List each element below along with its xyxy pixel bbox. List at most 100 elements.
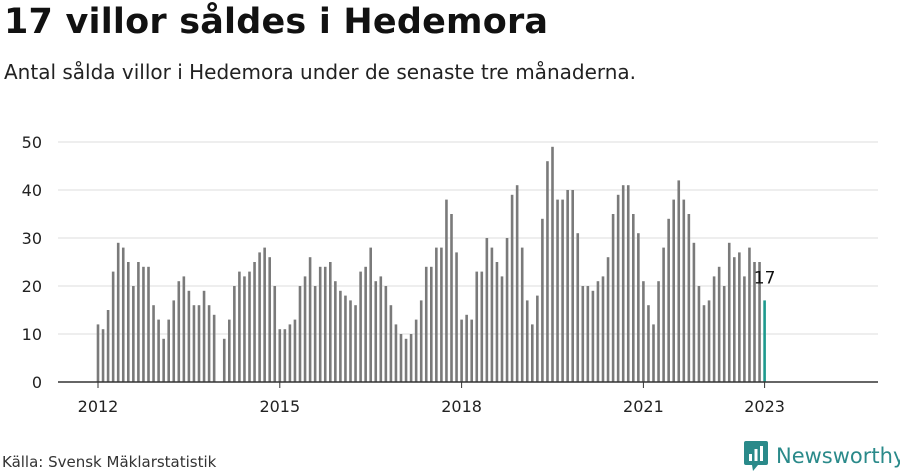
y-tick-label: 20 xyxy=(22,277,42,296)
bar xyxy=(753,262,756,382)
bar xyxy=(329,262,332,382)
bar xyxy=(253,262,256,382)
bar xyxy=(414,319,418,382)
bar xyxy=(207,305,211,382)
bar xyxy=(364,266,367,382)
y-tick-label: 10 xyxy=(22,325,42,344)
bar xyxy=(515,185,519,382)
bar xyxy=(525,300,529,382)
bar xyxy=(354,305,357,382)
bar xyxy=(611,214,615,382)
data-label-latest: 17 xyxy=(754,268,776,288)
bar xyxy=(157,319,160,382)
bar xyxy=(717,266,721,382)
bar xyxy=(238,271,241,382)
bar xyxy=(162,338,165,382)
bar xyxy=(495,262,499,382)
bar xyxy=(303,276,307,382)
bar xyxy=(440,247,443,382)
bar xyxy=(404,338,408,382)
bar xyxy=(228,319,231,382)
bar xyxy=(541,218,544,382)
bar xyxy=(394,324,398,382)
bar xyxy=(147,266,150,382)
bar xyxy=(313,286,317,382)
bar xyxy=(137,262,140,382)
bar xyxy=(359,271,362,382)
bar xyxy=(121,247,125,382)
bar xyxy=(616,194,620,382)
bar xyxy=(263,247,266,382)
bar xyxy=(278,329,282,382)
bar xyxy=(127,262,130,382)
y-tick-label: 40 xyxy=(22,181,42,200)
bar xyxy=(258,252,261,382)
bar xyxy=(212,314,216,382)
bar xyxy=(384,286,388,382)
bar xyxy=(667,218,670,382)
brand-name: Newsworthy xyxy=(776,444,900,468)
bar xyxy=(758,262,761,382)
bar xyxy=(106,310,110,382)
bar-highlight xyxy=(763,300,766,382)
y-tick-label: 30 xyxy=(22,229,42,248)
bar xyxy=(399,334,403,382)
bar xyxy=(344,295,347,382)
bar xyxy=(677,180,681,382)
bar xyxy=(727,242,731,382)
bar xyxy=(132,286,135,382)
source-note: Källa: Svensk Mäklarstatistik xyxy=(2,453,217,471)
bar xyxy=(409,334,413,382)
bar xyxy=(697,286,701,382)
bar xyxy=(606,257,610,382)
bar xyxy=(626,185,630,382)
bar xyxy=(339,290,342,382)
bar xyxy=(520,247,524,382)
bar xyxy=(475,271,479,382)
bar xyxy=(505,238,509,382)
bar xyxy=(233,286,236,382)
bar xyxy=(465,314,468,382)
bar xyxy=(596,281,600,382)
bar xyxy=(657,281,660,382)
bar xyxy=(167,319,170,382)
bar xyxy=(712,276,716,382)
bar xyxy=(389,305,393,382)
bar xyxy=(318,266,322,382)
bar xyxy=(536,295,539,382)
bar xyxy=(197,305,201,382)
bar xyxy=(369,247,372,382)
y-tick-label: 50 xyxy=(22,133,42,152)
bar xyxy=(142,266,145,382)
bar xyxy=(101,329,105,382)
bar xyxy=(435,247,438,382)
bar xyxy=(177,281,181,382)
bar xyxy=(571,190,574,382)
x-tick-label: 2012 xyxy=(78,397,119,416)
bar xyxy=(561,199,564,382)
bar xyxy=(531,324,534,382)
bar xyxy=(490,247,494,382)
bar xyxy=(268,257,271,382)
bar xyxy=(96,324,100,382)
bar xyxy=(379,276,383,382)
bar xyxy=(283,329,287,382)
bar xyxy=(551,146,554,382)
bar xyxy=(445,199,448,382)
bar xyxy=(374,281,378,382)
bar xyxy=(672,199,675,382)
x-tick-label: 2015 xyxy=(259,397,300,416)
y-tick-label: 0 xyxy=(32,373,42,392)
bar xyxy=(470,319,473,382)
bar xyxy=(692,242,696,382)
bar xyxy=(222,338,226,382)
bar xyxy=(298,286,302,382)
bar xyxy=(334,281,337,382)
bar xyxy=(192,305,196,382)
bar xyxy=(349,300,352,382)
x-tick-label: 2023 xyxy=(744,397,785,416)
bar xyxy=(480,271,484,382)
bar xyxy=(182,276,186,382)
bar xyxy=(308,257,312,382)
bar xyxy=(288,324,292,382)
